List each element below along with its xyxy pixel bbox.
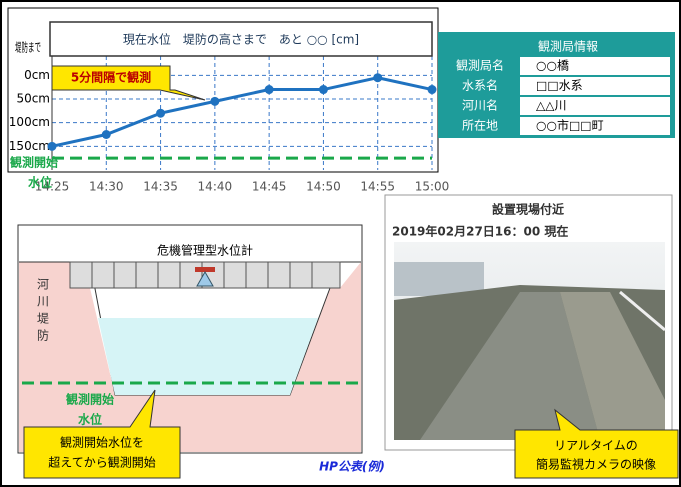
data-point	[264, 85, 274, 95]
embankment	[19, 262, 361, 452]
x-tick-label: 14:55	[360, 180, 395, 194]
sensor-cone	[196, 270, 214, 287]
data-point	[210, 96, 220, 106]
callout-text: リアルタイムの	[554, 439, 638, 453]
row-value: △△川	[536, 99, 566, 113]
threshold-label: 観測開始	[66, 392, 114, 407]
data-point	[156, 108, 166, 118]
x-tick-label: 14:30	[89, 180, 124, 194]
chart-title: 現在水位 堤防の高さまで あと ○○ [cm]	[123, 32, 359, 47]
x-tick-label: 14:25	[35, 180, 70, 194]
y-tick-label: 0cm	[24, 68, 50, 82]
threshold-label: 水位	[28, 175, 52, 190]
river	[420, 292, 600, 440]
data-line	[51, 76, 433, 148]
data-point	[47, 141, 57, 151]
data-point	[101, 130, 111, 139]
y-axis-label: 堤防まで	[15, 40, 41, 55]
row-value: ○○市□□町	[536, 118, 604, 133]
camera-timestamp: 2019年02月27日16：00 現在	[392, 224, 568, 239]
bank	[560, 292, 665, 440]
x-tick-label: 14:45	[252, 180, 287, 194]
callout-text: 観測開始水位を	[60, 435, 144, 450]
threshold-label: 水位	[78, 412, 102, 427]
callout-text: 5分間隔で観測	[71, 70, 151, 85]
title-box	[49, 21, 433, 57]
y-tick-label: 100cm	[9, 115, 50, 129]
footer-title: HP公表(例)	[319, 460, 385, 474]
value-cell	[520, 77, 670, 95]
y-tick-label: 50cm	[16, 92, 50, 106]
data-point	[427, 85, 437, 95]
data-point	[373, 73, 383, 83]
data-point	[318, 85, 328, 95]
value-cell	[520, 97, 670, 115]
callout-text: 超えてから観測開始	[48, 455, 155, 470]
callout-text: 簡易監視カメラの映像	[536, 457, 656, 472]
bank-label: 河川堤防	[36, 278, 50, 346]
x-tick-label: 15:00	[415, 180, 450, 194]
guardrail	[619, 290, 666, 332]
table-title: 観測局情報	[538, 40, 598, 54]
row-label: 水系名	[462, 78, 498, 93]
x-tick-label: 14:40	[198, 180, 233, 194]
x-tick-label: 14:35	[143, 180, 178, 194]
callout	[514, 408, 679, 479]
value-cell	[520, 117, 670, 135]
row-value: □□水系	[536, 79, 583, 93]
sensor	[195, 267, 215, 272]
row-value: ○○橋	[536, 59, 569, 73]
row-label: 観測局名	[456, 58, 504, 73]
buildings	[394, 262, 484, 296]
threshold-label: 観測開始	[10, 155, 58, 170]
callout	[23, 389, 181, 479]
callout	[51, 65, 206, 101]
row-label: 所在地	[462, 119, 498, 133]
water	[98, 318, 318, 395]
value-cell	[520, 57, 670, 75]
y-tick-label: 150cm	[9, 139, 50, 153]
camera-title: 設置現場付近	[492, 202, 564, 217]
sensor-label: 危機管理型水位計	[157, 243, 253, 258]
bridge-segments	[91, 262, 313, 288]
sensor-beam	[69, 261, 341, 289]
x-tick-label: 14:50	[306, 180, 341, 194]
camera-image	[394, 242, 666, 440]
row-label: 河川名	[462, 98, 498, 113]
chart: 0cm 50cm 100cm 150cm 14:25 14:30 14:35 14:40 14:…	[9, 28, 450, 194]
